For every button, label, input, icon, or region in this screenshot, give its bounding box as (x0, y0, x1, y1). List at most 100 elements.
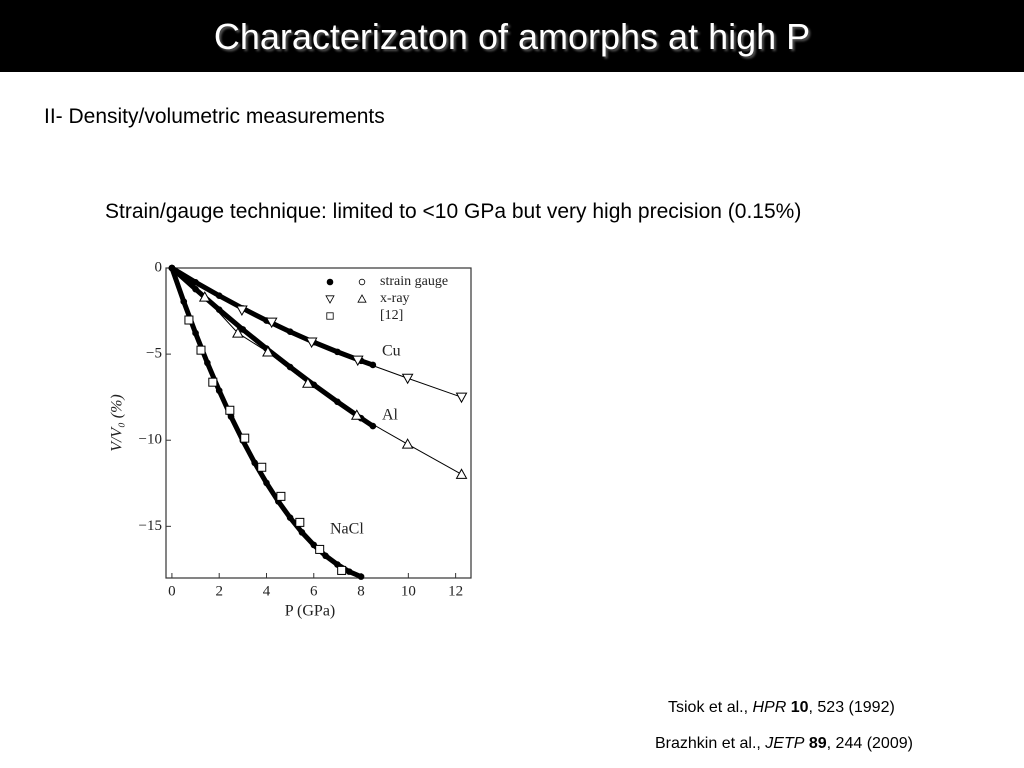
body-text: Strain/gauge technique: limited to <10 G… (105, 200, 802, 223)
data-point (455, 468, 468, 479)
legend-label: x-ray (380, 291, 410, 306)
reference: Brazhkin et al., JETP 89, 244 (2009) (655, 735, 913, 753)
plot-frame (165, 267, 472, 579)
data-point (310, 541, 318, 549)
data-point (357, 573, 365, 580)
ref-authors: Tsiok et al., (668, 699, 753, 716)
series-label: Cu (382, 343, 401, 360)
x-tick-label: 0 (168, 583, 176, 599)
ref-journal: HPR (752, 699, 787, 716)
data-point (168, 264, 176, 272)
data-point (322, 552, 329, 560)
series-line (169, 267, 363, 579)
ref-rest: , 244 (2009) (826, 735, 913, 752)
data-point (302, 377, 314, 388)
data-point (239, 437, 247, 444)
data-point (184, 315, 194, 325)
ref-journal: JETP (765, 735, 805, 752)
data-point (196, 345, 206, 355)
ref-authors: Brazhkin et al., (655, 735, 766, 752)
fit-line (204, 296, 462, 475)
ref-rest: , 523 (1992) (808, 699, 895, 716)
data-point (192, 329, 199, 337)
x-tick-label: 2 (215, 583, 223, 599)
data-point (401, 438, 414, 449)
data-point (198, 291, 211, 302)
subtitle: II- Density/volumetric measurements (44, 105, 385, 128)
legend-label: strain gauge (380, 274, 448, 289)
slide-title: Characterizaton of amorphs at high P (213, 16, 811, 57)
data-point (215, 292, 223, 300)
data-point (315, 544, 325, 554)
data-point (204, 359, 211, 367)
legend-marker (358, 278, 366, 286)
data-point (263, 345, 270, 352)
data-point (263, 479, 270, 487)
data-point (334, 398, 341, 406)
data-point (357, 414, 365, 422)
data-point (345, 568, 353, 575)
x-tick-label: 4 (263, 583, 271, 599)
data-point (215, 387, 223, 394)
data-point (351, 355, 364, 367)
y-tick-label: 0 (155, 259, 163, 275)
legend-marker (325, 295, 335, 304)
data-point (263, 317, 270, 324)
x-axis-label: P (GPa) (285, 603, 336, 620)
y-tick-label: −10 (139, 432, 162, 448)
x-tick-label: 12 (448, 583, 463, 599)
data-point (295, 517, 305, 527)
data-point (310, 338, 318, 346)
legend-marker (357, 294, 367, 303)
x-tick-label: 6 (310, 583, 318, 599)
data-point (265, 317, 278, 329)
data-point (239, 326, 247, 333)
title-bar (0, 0, 1024, 72)
data-point (251, 459, 258, 467)
data-point (337, 565, 347, 575)
data-point (401, 373, 414, 385)
fit-line (241, 309, 462, 398)
data-point (215, 306, 223, 313)
data-point (310, 381, 318, 389)
ref-volume: 10 (790, 699, 809, 716)
ref-volume: 89 (808, 735, 827, 752)
series-line (170, 266, 375, 429)
data-point (208, 377, 218, 387)
legend-marker (326, 278, 334, 286)
legend-marker (326, 312, 334, 320)
reference: Tsiok et al., HPR 10, 523 (1992) (668, 699, 895, 717)
data-point (334, 561, 341, 568)
data-point (192, 285, 199, 293)
series-label: Al (382, 407, 399, 424)
data-point (257, 462, 267, 472)
data-point (239, 305, 247, 312)
data-point (455, 392, 468, 404)
data-point (305, 337, 318, 349)
series-line (170, 265, 374, 368)
y-tick-label: −5 (146, 346, 162, 362)
data-point (168, 264, 176, 272)
data-point (275, 498, 282, 505)
x-tick-label: 8 (357, 583, 365, 599)
data-point (232, 327, 244, 338)
y-tick-label: −15 (139, 518, 162, 534)
y-axis-label: V/V₀ (%) (109, 394, 126, 452)
data-point (286, 363, 294, 371)
series-label: NaCl (330, 521, 364, 538)
data-point (262, 346, 274, 357)
data-point (350, 409, 363, 420)
data-point (276, 491, 286, 501)
data-point (225, 405, 235, 415)
data-point (240, 433, 250, 443)
data-point (369, 422, 377, 430)
data-point (236, 305, 248, 317)
data-point (168, 264, 176, 272)
data-point (298, 529, 306, 536)
x-tick-label: 10 (401, 583, 416, 599)
data-point (369, 361, 377, 369)
data-point (180, 298, 188, 305)
data-point (227, 413, 235, 420)
data-point (286, 514, 294, 522)
